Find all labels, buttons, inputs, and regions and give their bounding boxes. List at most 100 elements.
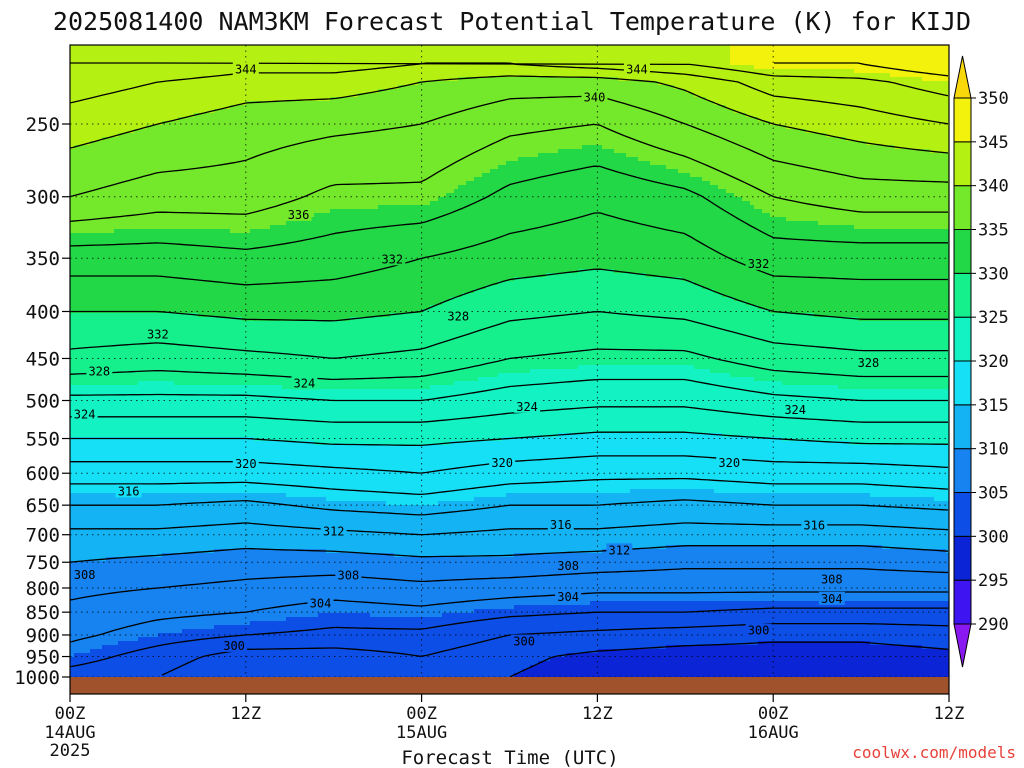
field-cell bbox=[506, 81, 511, 86]
field-cell bbox=[498, 65, 503, 70]
field-cell bbox=[562, 101, 567, 106]
field-cell bbox=[730, 93, 735, 98]
field-cell bbox=[458, 117, 463, 122]
field-cell bbox=[306, 81, 311, 86]
field-cell bbox=[554, 101, 559, 106]
field-cell bbox=[922, 101, 927, 106]
field-cell bbox=[230, 57, 235, 62]
field-cell bbox=[190, 129, 195, 134]
field-cell bbox=[930, 65, 935, 70]
field-cell bbox=[190, 85, 195, 90]
field-cell bbox=[462, 117, 467, 122]
field-cell bbox=[382, 45, 387, 50]
field-cell bbox=[854, 97, 859, 102]
field-cell bbox=[462, 105, 467, 110]
field-cell bbox=[230, 77, 235, 82]
field-cell bbox=[214, 125, 219, 130]
field-cell bbox=[454, 45, 459, 50]
field-cell bbox=[722, 121, 727, 126]
field-cell bbox=[230, 121, 235, 126]
field-cell bbox=[718, 69, 723, 74]
field-cell bbox=[870, 121, 875, 126]
field-cell bbox=[226, 49, 231, 54]
field-cell bbox=[902, 105, 907, 110]
field-cell bbox=[286, 125, 291, 130]
field-cell bbox=[886, 61, 891, 66]
field-cell bbox=[366, 133, 371, 138]
field-cell bbox=[338, 121, 343, 126]
field-cell bbox=[198, 45, 203, 50]
field-cell bbox=[506, 85, 511, 90]
field-cell bbox=[426, 73, 431, 78]
field-cell bbox=[622, 129, 627, 134]
field-cell bbox=[666, 97, 671, 102]
field-cell bbox=[678, 125, 683, 130]
field-cell bbox=[250, 53, 255, 58]
field-cell bbox=[402, 121, 407, 126]
field-cell bbox=[550, 57, 555, 62]
field-cell bbox=[818, 121, 823, 126]
field-cell bbox=[342, 109, 347, 114]
field-cell bbox=[726, 117, 731, 122]
field-cell bbox=[530, 85, 535, 90]
field-cell bbox=[194, 93, 199, 98]
field-cell bbox=[374, 113, 379, 118]
field-cell bbox=[930, 45, 935, 50]
field-cell bbox=[262, 121, 267, 126]
field-cell bbox=[370, 125, 375, 130]
field-cell bbox=[906, 57, 911, 62]
field-cell bbox=[398, 105, 403, 110]
field-cell bbox=[602, 105, 607, 110]
field-cell bbox=[146, 45, 151, 50]
field-cell bbox=[666, 101, 671, 106]
field-cell bbox=[874, 73, 879, 78]
field-cell bbox=[86, 65, 91, 70]
field-cell bbox=[322, 93, 327, 98]
field-cell bbox=[138, 109, 143, 114]
field-cell bbox=[626, 113, 631, 118]
field-cell bbox=[350, 73, 355, 78]
field-cell bbox=[706, 61, 711, 66]
field-cell bbox=[346, 121, 351, 126]
field-cell bbox=[434, 89, 439, 94]
field-cell bbox=[482, 65, 487, 70]
field-cell bbox=[106, 85, 111, 90]
field-cell bbox=[614, 89, 619, 94]
field-cell bbox=[138, 65, 143, 70]
field-cell bbox=[98, 117, 103, 122]
field-cell bbox=[722, 101, 727, 106]
field-cell bbox=[178, 53, 183, 58]
field-cell bbox=[930, 109, 935, 114]
field-cell bbox=[454, 117, 459, 122]
field-cell bbox=[622, 105, 627, 110]
field-cell bbox=[70, 109, 75, 114]
field-cell bbox=[890, 121, 895, 126]
field-cell bbox=[774, 49, 779, 54]
field-cell bbox=[86, 105, 91, 110]
field-cell bbox=[454, 65, 459, 70]
field-cell bbox=[74, 65, 79, 70]
field-cell bbox=[382, 133, 387, 138]
field-cell bbox=[414, 73, 419, 78]
field-cell bbox=[218, 133, 223, 138]
field-cell bbox=[190, 69, 195, 74]
field-cell bbox=[210, 113, 215, 118]
field-cell bbox=[230, 93, 235, 98]
field-cell bbox=[110, 109, 115, 114]
field-cell bbox=[70, 45, 75, 50]
field-cell bbox=[126, 121, 131, 126]
field-cell bbox=[454, 121, 459, 126]
field-cell bbox=[806, 57, 811, 62]
field-cell bbox=[494, 113, 499, 118]
field-cell bbox=[474, 57, 479, 62]
field-cell bbox=[726, 89, 731, 94]
field-cell bbox=[434, 65, 439, 70]
field-cell bbox=[514, 93, 519, 98]
field-cell bbox=[570, 53, 575, 58]
field-cell bbox=[386, 133, 391, 138]
field-cell bbox=[330, 49, 335, 54]
field-cell bbox=[182, 65, 187, 70]
field-cell bbox=[662, 125, 667, 130]
field-cell bbox=[470, 109, 475, 114]
field-cell bbox=[718, 49, 723, 54]
